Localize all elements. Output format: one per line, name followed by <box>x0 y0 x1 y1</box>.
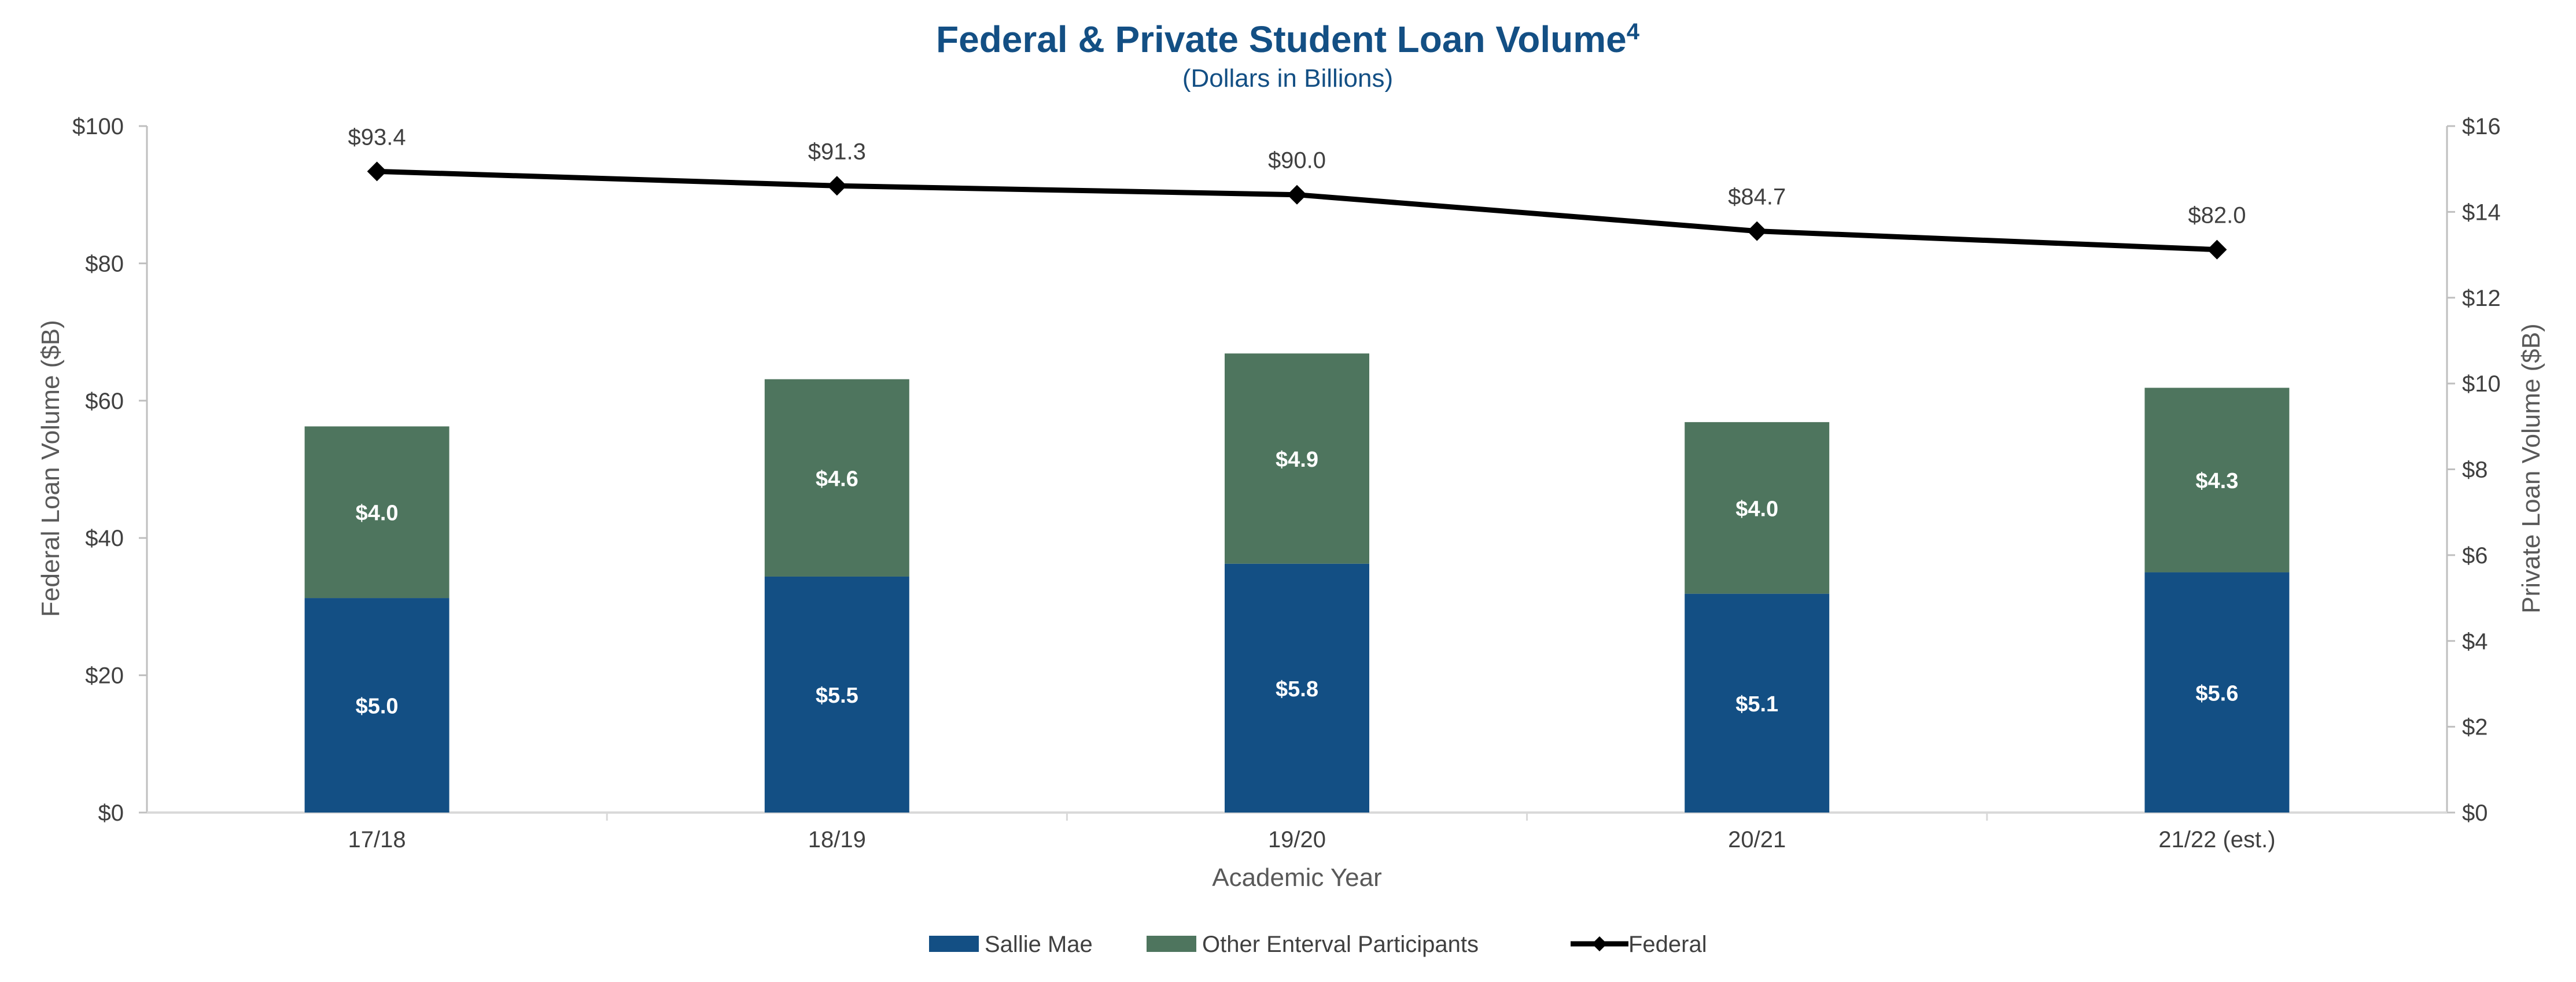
bar-sallie-mae <box>764 576 909 813</box>
bar-data-label: $4.0 <box>1735 497 1778 521</box>
x-tick-label: 18/19 <box>808 827 866 852</box>
bar-data-label: $5.1 <box>1735 692 1778 717</box>
federal-data-label: $84.7 <box>1728 184 1786 210</box>
legend: Sallie Mae Other Enterval Participants Fed… <box>929 932 1707 957</box>
y2-tick-label: $0 <box>2462 800 2488 826</box>
y-tick-label: $60 <box>85 389 124 414</box>
federal-point-marker <box>1747 221 1767 241</box>
bar-sallie-mae <box>2144 572 2290 813</box>
federal-data-label: $91.3 <box>808 139 866 164</box>
bar-other-participants <box>1225 353 1369 564</box>
bar-other-participants <box>304 426 449 599</box>
x-tick-label: 20/21 <box>1728 827 1786 852</box>
y2-tick-label: $10 <box>2462 371 2501 397</box>
y2-tick-label: $4 <box>2462 629 2488 654</box>
x-tick-label: 21/22 (est.) <box>2158 827 2275 852</box>
bar-data-label: $4.6 <box>816 467 858 491</box>
y-tick-label: $80 <box>85 251 124 276</box>
bar-sallie-mae <box>1225 563 1369 813</box>
y2-tick-label: $16 <box>2462 114 2501 139</box>
y-tick-label: $0 <box>98 800 124 826</box>
y2-tick-label: $2 <box>2462 715 2488 740</box>
y-tick-label: $20 <box>85 663 124 689</box>
y2-tick-label: $8 <box>2462 457 2488 483</box>
bar-data-label: $5.6 <box>2195 681 2238 706</box>
y2-axis-title: Private Loan Volume ($B) <box>2517 323 2545 613</box>
bar-series: $5.0 $4.0 $5.5 $4.6 $5.8 $4.9 $5.1 $4.0 $5.6 $4.3 <box>304 353 2290 813</box>
y2-tick-label: $14 <box>2462 200 2501 225</box>
y2-tick-label: $6 <box>2462 543 2488 568</box>
bar-sallie-mae <box>304 598 449 813</box>
legend-label: Sallie Mae <box>985 932 1093 957</box>
x-tick-label: 17/18 <box>348 827 406 852</box>
federal-point-marker <box>827 176 847 196</box>
legend-label: Federal <box>1628 932 1707 957</box>
line-series: $93.4 $91.3 $90.0 $84.7 $82.0 <box>348 124 2246 260</box>
federal-point-marker <box>367 161 387 182</box>
y-axis-title: Federal Loan Volume ($B) <box>36 320 65 617</box>
y-tick-label: $40 <box>85 526 124 551</box>
bar-data-label: $5.8 <box>1276 677 1318 702</box>
legend-marker <box>1592 936 1607 951</box>
federal-data-label: $93.4 <box>348 124 406 150</box>
bar-data-label: $5.5 <box>816 684 858 708</box>
bar-other-participants <box>1685 422 1830 594</box>
legend-swatch <box>1147 936 1196 952</box>
chart-title-superscript: 4 <box>1627 19 1640 45</box>
x-axis-title: Academic Year <box>1212 863 1382 892</box>
legend-swatch <box>929 936 979 952</box>
chart-subtitle: (Dollars in Billions) <box>1182 64 1393 93</box>
chart-title: Federal & Private Student Loan Volume4 <box>936 19 1640 60</box>
bar-other-participants <box>2144 387 2290 573</box>
bar-data-label: $4.9 <box>1276 448 1318 472</box>
federal-data-label: $82.0 <box>2188 203 2246 228</box>
federal-data-label: $90.0 <box>1268 148 1326 173</box>
federal-point-marker <box>1287 184 1307 205</box>
axes: $0 $20 $40 $60 $80 $100 $0 $2 $4 $6 $8 $10 $12 $14 $16… <box>72 114 2501 852</box>
y-tick-label: $100 <box>72 114 124 139</box>
bar-data-label: $5.0 <box>356 695 399 719</box>
federal-point-marker <box>2207 239 2227 260</box>
x-tick-label: 19/20 <box>1268 827 1326 852</box>
bar-data-label: $4.3 <box>2195 469 2238 493</box>
legend-label: Other Enterval Participants <box>1202 932 1479 957</box>
y2-tick-label: $12 <box>2462 286 2501 311</box>
bar-sallie-mae <box>1685 593 1830 813</box>
federal-line <box>377 168 2217 253</box>
bar-data-label: $4.0 <box>356 501 399 526</box>
bar-other-participants <box>764 379 909 577</box>
